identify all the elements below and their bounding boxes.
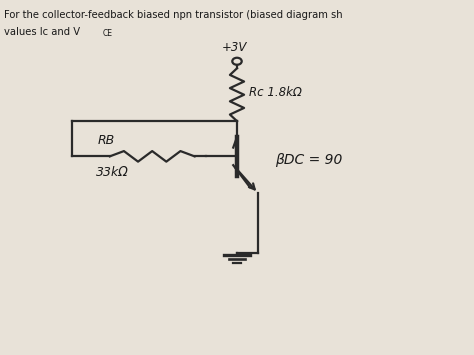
Text: RB: RB	[98, 134, 115, 147]
Text: Rc 1.8kΩ: Rc 1.8kΩ	[249, 87, 301, 99]
Text: +3V: +3V	[222, 40, 247, 54]
Text: CE: CE	[103, 28, 113, 38]
Text: values Ic and V: values Ic and V	[4, 27, 80, 37]
Text: βDC = 90: βDC = 90	[275, 153, 342, 167]
Text: For the collector-feedback biased npn transistor (biased diagram sh: For the collector-feedback biased npn tr…	[4, 10, 342, 20]
Text: 33kΩ: 33kΩ	[96, 166, 128, 179]
